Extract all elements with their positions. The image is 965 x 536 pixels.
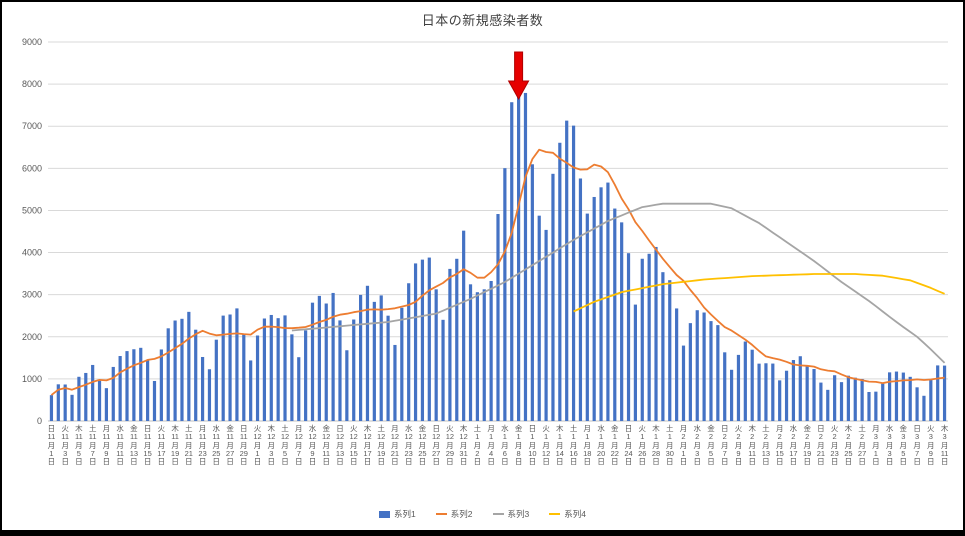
x-tick-label: 土 1 月 16 日	[569, 424, 578, 467]
chart-legend: 系列1 系列2 系列3 系列4	[2, 508, 963, 520]
x-tick-label: 水 12 月 9 日	[308, 424, 317, 467]
legend-marker-series1-icon	[379, 510, 391, 518]
x-tick-label: 日 11 月 29 日	[239, 424, 248, 467]
x-tick-label: 土 11 月 21 日	[184, 424, 193, 467]
x-axis-labels: 日 11 月 1 日火 11 月 3 日木 11 月 5 日土 11 月 7 日月 11 月 9 日水 11 月 11 日金 11…	[2, 424, 963, 487]
x-tick-label: 金 11 月 13 日	[129, 424, 139, 467]
y-axis-tick-labels: 0 1000 2000 3000 4000 5000 6000 7000 8000 9000	[22, 37, 42, 426]
x-tick-label: 火 12 月 29 日	[445, 424, 455, 467]
x-tick-label: 金 2 月 19 日	[803, 424, 812, 467]
legend-item-series2: 系列2	[435, 508, 473, 520]
x-tick-label: 日 12 月 13 日	[335, 424, 345, 467]
svg-text:2000: 2000	[22, 332, 42, 342]
svg-text:4000: 4000	[22, 248, 42, 258]
x-tick-label: 土 1 月 30 日	[665, 424, 674, 467]
x-tick-label: 火 11 月 3 日	[61, 424, 70, 467]
legend-item-series3: 系列3	[492, 508, 530, 520]
x-tick-label: 木 12 月 31 日	[459, 424, 468, 467]
x-tick-label: 火 12 月 1 日	[253, 424, 262, 467]
line-series4	[573, 273, 945, 313]
svg-text:3000: 3000	[22, 290, 42, 300]
x-tick-label: 火 1 月 26 日	[638, 424, 647, 467]
x-tick-label: 日 1 月 24 日	[624, 424, 633, 467]
legend-label-series4: 系列4	[564, 509, 586, 519]
x-tick-label: 水 2 月 17 日	[789, 424, 798, 467]
x-tick-label: 土 11 月 7 日	[88, 424, 97, 467]
x-tick-label: 水 11 月 11 日	[116, 424, 124, 467]
x-tick-label: 金 11 月 27 日	[225, 424, 235, 467]
x-tick-label: 火 2 月 23 日	[830, 424, 839, 467]
x-tick-label: 木 12 月 3 日	[267, 424, 276, 467]
legend-marker-series4-icon	[549, 512, 561, 516]
x-tick-label: 木 11 月 19 日	[170, 424, 180, 467]
x-tick-label: 日 2 月 21 日	[816, 424, 826, 467]
x-tick-label: 日 11 月 15 日	[143, 424, 152, 467]
svg-text:9000: 9000	[22, 37, 42, 47]
legend-marker-series3-icon	[492, 512, 504, 516]
svg-text:8000: 8000	[22, 79, 42, 89]
line-series2	[50, 148, 945, 396]
x-tick-label: 木 1 月 14 日	[555, 424, 564, 467]
svg-text:6000: 6000	[22, 163, 42, 173]
x-tick-label: 水 11 月 25 日	[212, 424, 221, 467]
x-tick-label: 金 12 月 25 日	[418, 424, 427, 467]
x-tick-label: 日 12 月 27 日	[432, 424, 441, 467]
x-tick-label: 水 12 月 23 日	[404, 424, 413, 467]
x-tick-label: 火 11 月 17 日	[157, 424, 166, 467]
x-tick-label: 火 1 月 12 日	[541, 424, 551, 467]
legend-label-series1: 系列1	[394, 509, 416, 519]
svg-text:1000: 1000	[22, 374, 42, 384]
legend-label-series2: 系列2	[450, 509, 473, 519]
x-tick-label: 木 2 月 25 日	[844, 424, 853, 467]
x-tick-label: 木 1 月 28 日	[651, 424, 661, 467]
x-tick-label: 日 1 月 10 日	[528, 424, 537, 467]
x-tick-label: 水 1 月 20 日	[596, 424, 606, 467]
x-tick-label: 金 12 月 11 日	[322, 424, 331, 467]
x-tick-label: 日 11 月 1 日	[47, 424, 56, 467]
x-tick-label: 木 3 月 11 日	[940, 424, 949, 467]
annotation-down-arrow-icon	[507, 51, 530, 101]
x-tick-label: 木 11 月 5 日	[74, 424, 83, 467]
legend-marker-series2-icon	[435, 512, 447, 516]
x-tick-label: 火 12 月 15 日	[349, 424, 358, 467]
x-tick-label: 土 12 月 19 日	[377, 424, 386, 467]
x-tick-label: 月 11 月 23 日	[198, 424, 207, 467]
x-tick-label: 月 12 月 7 日	[294, 424, 303, 467]
legend-label-series3: 系列3	[507, 509, 530, 519]
x-tick-label: 土 12 月 5 日	[280, 424, 290, 467]
x-tick-label: 木 12 月 17 日	[363, 424, 372, 467]
svg-text:0: 0	[37, 416, 42, 426]
svg-text:5000: 5000	[22, 205, 42, 215]
x-tick-label: 月 2 月 15 日	[775, 424, 784, 467]
x-tick-label: 土 2 月 13 日	[761, 424, 771, 467]
x-tick-label: 月 11 月 9 日	[102, 424, 111, 467]
x-tick-label: 月 1 月 18 日	[583, 424, 592, 467]
x-tick-label: 金 1 月 22 日	[610, 424, 619, 467]
chart-title: 日本の新規感染者数	[421, 13, 544, 28]
x-tick-label: 木 2 月 11 日	[748, 424, 757, 467]
svg-text:7000: 7000	[22, 121, 42, 131]
legend-item-series4: 系列4	[549, 508, 586, 520]
x-tick-label: 土 2 月 27 日	[857, 424, 867, 467]
bars-series1	[49, 90, 947, 422]
x-tick-label: 月 12 月 21 日	[390, 424, 400, 467]
line-series3	[291, 202, 946, 364]
legend-item-series1: 系列1	[379, 508, 416, 520]
